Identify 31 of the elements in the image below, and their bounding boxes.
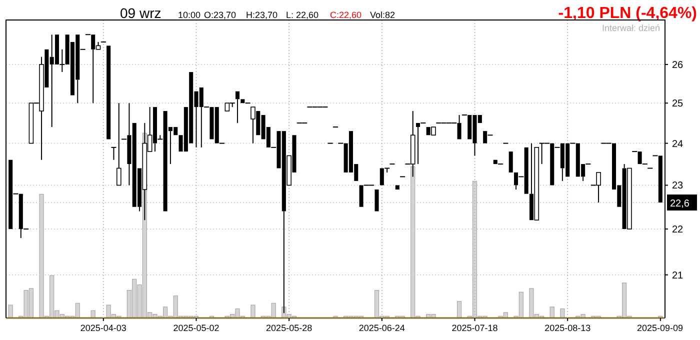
ref-line-label: 22,6 (670, 198, 690, 210)
y-tick-label: 23 (672, 180, 684, 192)
bar (456, 301, 462, 318)
candlestick (235, 91, 240, 124)
y-tick-label: 21 (672, 270, 684, 282)
annotation: H:23,70 (246, 10, 278, 20)
y-tick-label: 25 (672, 98, 684, 110)
annotation: Vol:82 (370, 10, 396, 20)
y-tick-label: 24 (672, 138, 684, 150)
x-tick-label: 2025-05-02 (173, 323, 220, 333)
annotation: 10:00 (178, 10, 201, 20)
bar (250, 304, 256, 318)
x-tick-label: 2025-05-28 (266, 323, 312, 333)
annotation: -1,10 PLN (-4,64%) (558, 5, 697, 22)
y-tick-label: 22 (672, 224, 684, 236)
bar (560, 308, 565, 318)
annotation: L: 22,60 (286, 10, 319, 20)
y-tick-label: 26 (672, 60, 684, 71)
x-tick-label: 2025-09-09 (636, 323, 684, 333)
bar (8, 304, 13, 318)
annotation: Interwał: dzień (602, 23, 660, 33)
candlestick (110, 146, 117, 160)
x-tick-label: 2025-04-03 (80, 323, 126, 333)
x-tick-label: 2025-08-13 (544, 323, 591, 333)
bar (550, 306, 554, 318)
annotation: O:23,70 (204, 10, 236, 20)
x-tick-label: 2025-07-18 (452, 323, 498, 333)
candlestick (116, 102, 122, 186)
chart-title: 09 wrz (120, 5, 162, 21)
x-tick-label: 2025-06-24 (358, 323, 405, 333)
annotation: C:22,60 (330, 10, 362, 20)
